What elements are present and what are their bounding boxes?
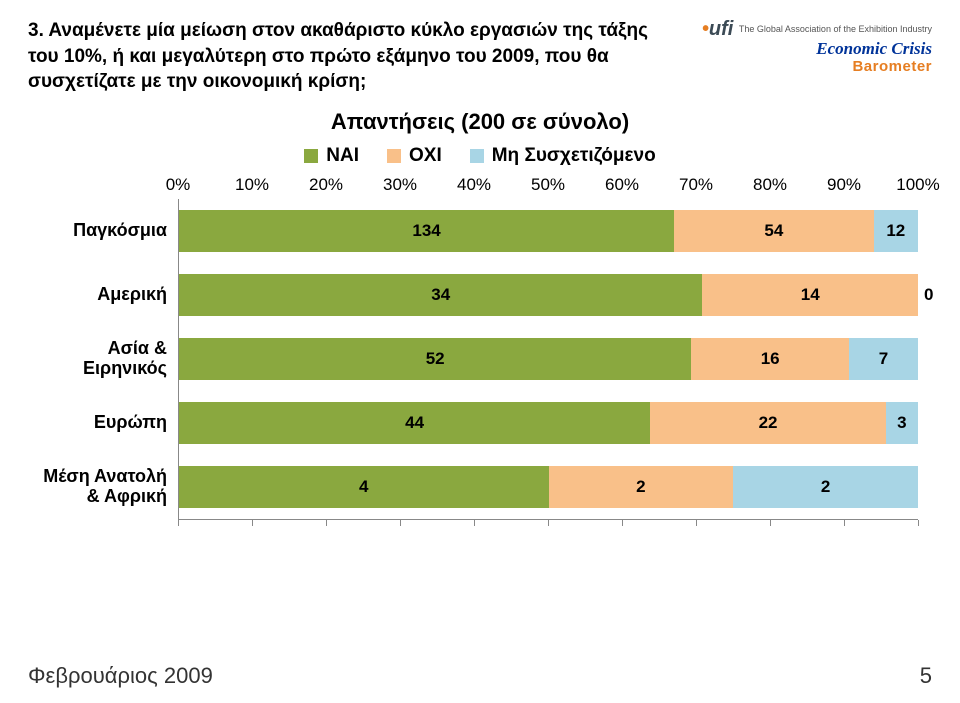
axis-tick-label: 40% [457,175,491,195]
chart-area: 0%10%20%30%40%50%60%70%80%90%100% Παγκόσ… [178,175,918,526]
category-label: Μέση Ανατολή & Αφρική [29,467,179,507]
legend-item: NAI [304,145,359,167]
bar-segment: 3 [886,402,918,444]
segment-value: 0 [924,285,933,305]
stacked-bar: 134 54 12 [179,210,918,252]
logo-line2: Economic Crisis [692,40,932,59]
bars-container: Παγκόσμια1345412Αμερική34140Ασία & Ειρην… [178,199,918,520]
bar-row: Ευρώπη44223 [179,391,918,455]
bar-segment: 22 [650,402,886,444]
axis-tick-label: 70% [679,175,713,195]
axis-tick-label: 30% [383,175,417,195]
category-label: Παγκόσμια [29,221,179,241]
segment-value: 34 [431,285,450,305]
segment-value: 54 [764,221,783,241]
stacked-bar: 4 2 2 [179,466,918,508]
segment-value: 44 [405,413,424,433]
bar-segment: 34 [179,274,702,316]
bar-segment: 12 [874,210,918,252]
segment-value: 4 [359,477,368,497]
bar-segment: 44 [179,402,650,444]
segment-value: 134 [412,221,440,241]
axis-tick-label: 0% [166,175,191,195]
legend-label: Μη Συσχετιζόμενο [492,145,656,167]
axis-tick-label: 20% [309,175,343,195]
chart-legend: NAI ΟΧΙ Μη Συσχετιζόμενο [28,145,932,167]
bar-row: Παγκόσμια1345412 [179,199,918,263]
axis-tick-label: 10% [235,175,269,195]
segment-value: 14 [801,285,820,305]
stacked-bar: 44 22 3 [179,402,918,444]
bar-segment: 16 [691,338,849,380]
segment-value: 2 [821,477,830,497]
page-number: 5 [920,663,932,689]
question-text: 3. Αναμένετε μία μείωση στον ακαθάριστο … [28,18,692,95]
footer-date: Φεβρουάριος 2009 [28,663,213,689]
axis-tick-label: 80% [753,175,787,195]
stacked-bar: 52 16 7 [179,338,918,380]
segment-value: 16 [761,349,780,369]
bar-segment: 134 [179,210,674,252]
legend-item: Μη Συσχετιζόμενο [470,145,656,167]
category-label: Ασία & Ειρηνικός [29,339,179,379]
x-axis-ticks [178,520,918,526]
bar-segment: 54 [674,210,874,252]
bar-row: Ασία & Ειρηνικός52167 [179,327,918,391]
segment-value: 52 [426,349,445,369]
legend-swatch [470,149,484,163]
legend-item: ΟΧΙ [387,145,442,167]
segment-value: 12 [886,221,905,241]
bar-segment: 2 [549,466,734,508]
segment-value: 2 [636,477,645,497]
bar-row: Μέση Ανατολή & Αφρική422 [179,455,918,519]
logo-line3: Barometer [692,59,932,76]
axis-tick-label: 60% [605,175,639,195]
category-label: Ευρώπη [29,413,179,433]
x-axis-labels: 0%10%20%30%40%50%60%70%80%90%100% [178,175,918,199]
category-label: Αμερική [29,285,179,305]
legend-label: NAI [326,145,359,167]
segment-value: 3 [897,413,906,433]
logo-brand: •ufi The Global Association of the Exhib… [692,18,932,40]
segment-value: 7 [879,349,888,369]
bar-segment: 14 [702,274,918,316]
bar-segment: 52 [179,338,691,380]
bar-row: Αμερική34140 [179,263,918,327]
legend-label: ΟΧΙ [409,145,442,167]
axis-tick-label: 90% [827,175,861,195]
axis-tick-label: 50% [531,175,565,195]
stacked-bar: 34140 [179,274,918,316]
legend-swatch [387,149,401,163]
legend-swatch [304,149,318,163]
segment-value: 22 [759,413,778,433]
bar-segment: 2 [733,466,918,508]
bar-segment: 4 [179,466,549,508]
chart-title: Απαντήσεις (200 σε σύνολο) [28,109,932,135]
logo-block: •ufi The Global Association of the Exhib… [692,18,932,75]
axis-tick-label: 100% [896,175,939,195]
bar-segment: 7 [849,338,918,380]
